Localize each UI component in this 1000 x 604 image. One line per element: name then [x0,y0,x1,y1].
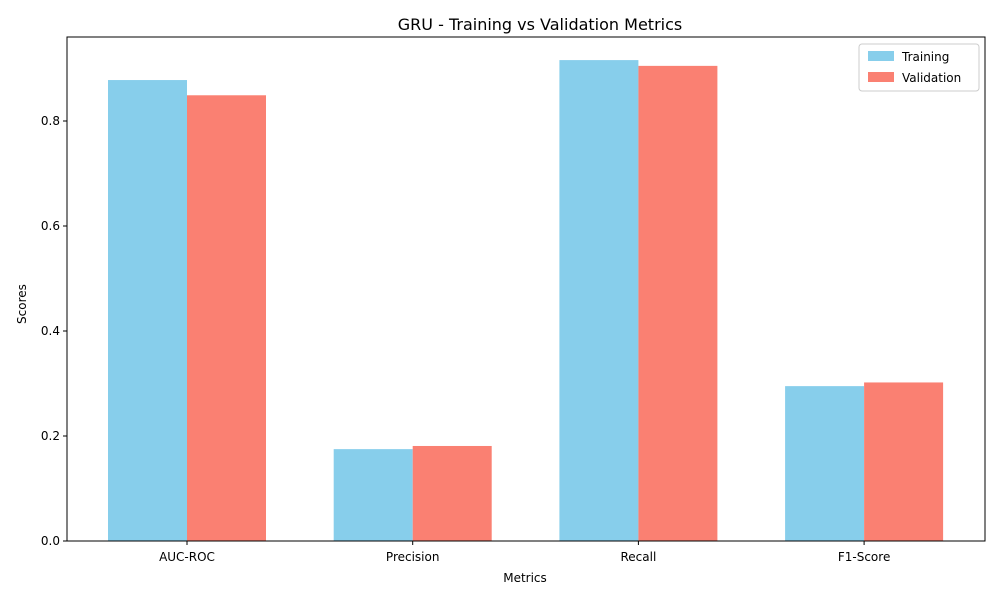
bar-training-f1-score [785,386,865,541]
legend-swatch-validation [868,72,894,82]
y-axis: 0.0 0.2 0.4 0.6 0.8 [41,114,67,548]
bar-training-recall [559,60,639,541]
y-axis-label: Scores [15,284,29,324]
x-axis-label: Metrics [503,571,547,585]
bar-training-auc-roc [108,80,187,542]
y-tick-label: 0.0 [41,534,60,548]
plot-frame [66,36,986,542]
y-tick-label: 0.4 [41,324,60,338]
y-tick-label: 0.6 [41,219,60,233]
bar-validation-precision [412,445,492,541]
bars-group [108,60,944,542]
bar-validation-auc-roc [187,95,266,542]
legend-label-validation: Validation [902,71,961,85]
x-tick-label: F1-Score [838,550,890,564]
x-tick-label: AUC-ROC [159,550,215,564]
chart-title: GRU - Training vs Validation Metrics [398,15,682,34]
legend-swatch-training [868,51,894,61]
bar-validation-recall [638,65,718,541]
x-tick-label: Recall [620,550,656,564]
bar-validation-f1-score [864,382,944,541]
x-tick-label: Precision [386,550,440,564]
legend-label-training: Training [901,50,949,64]
bar-training-precision [333,449,413,541]
x-axis: AUC-ROC Precision Recall F1-Score [159,541,890,564]
y-tick-label: 0.2 [41,429,60,443]
legend: Training Validation [858,43,980,92]
y-tick-label: 0.8 [41,114,60,128]
